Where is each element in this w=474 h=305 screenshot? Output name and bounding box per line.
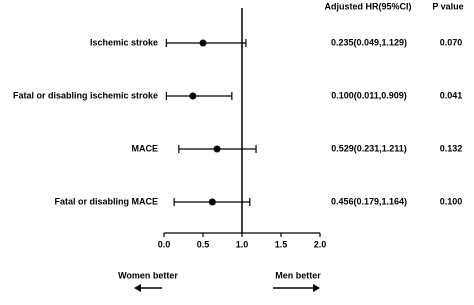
- p-value: 0.041: [440, 90, 463, 100]
- x-tick-label: 1.5: [275, 239, 288, 249]
- left-arrow: [134, 284, 162, 292]
- estimate-point: [189, 92, 197, 100]
- row-label: Fatal or disabling ischemic stroke: [13, 90, 158, 100]
- p-header: P value: [432, 1, 463, 11]
- estimate-point: [213, 145, 221, 153]
- estimate-point: [208, 198, 216, 206]
- hr-header: Adjusted HR(95%CI): [324, 1, 411, 11]
- row-label: Ischemic stroke: [90, 37, 158, 47]
- x-tick-label: 2.0: [314, 239, 327, 249]
- right-note: Men better: [275, 270, 321, 280]
- row-label: Fatal or disabling MACE: [54, 196, 158, 206]
- p-value: 0.070: [440, 37, 463, 47]
- row-label: MACE: [132, 143, 159, 153]
- p-value: 0.132: [440, 143, 463, 153]
- p-value: 0.100: [440, 196, 463, 206]
- x-tick-label: 0.0: [158, 239, 171, 249]
- right-arrow: [273, 284, 320, 292]
- left-note: Women better: [118, 270, 178, 280]
- x-tick-label: 0.5: [197, 239, 210, 249]
- estimate-point: [199, 39, 207, 47]
- hr-label: 0.235(0.049,1.129): [331, 37, 407, 47]
- hr-label: 0.100(0.011,0.909): [331, 90, 407, 100]
- hr-label: 0.456(0.179,1.164): [331, 196, 407, 206]
- hr-label: 0.529(0.231,1.211): [331, 143, 407, 153]
- x-tick-label: 1.0: [236, 239, 249, 249]
